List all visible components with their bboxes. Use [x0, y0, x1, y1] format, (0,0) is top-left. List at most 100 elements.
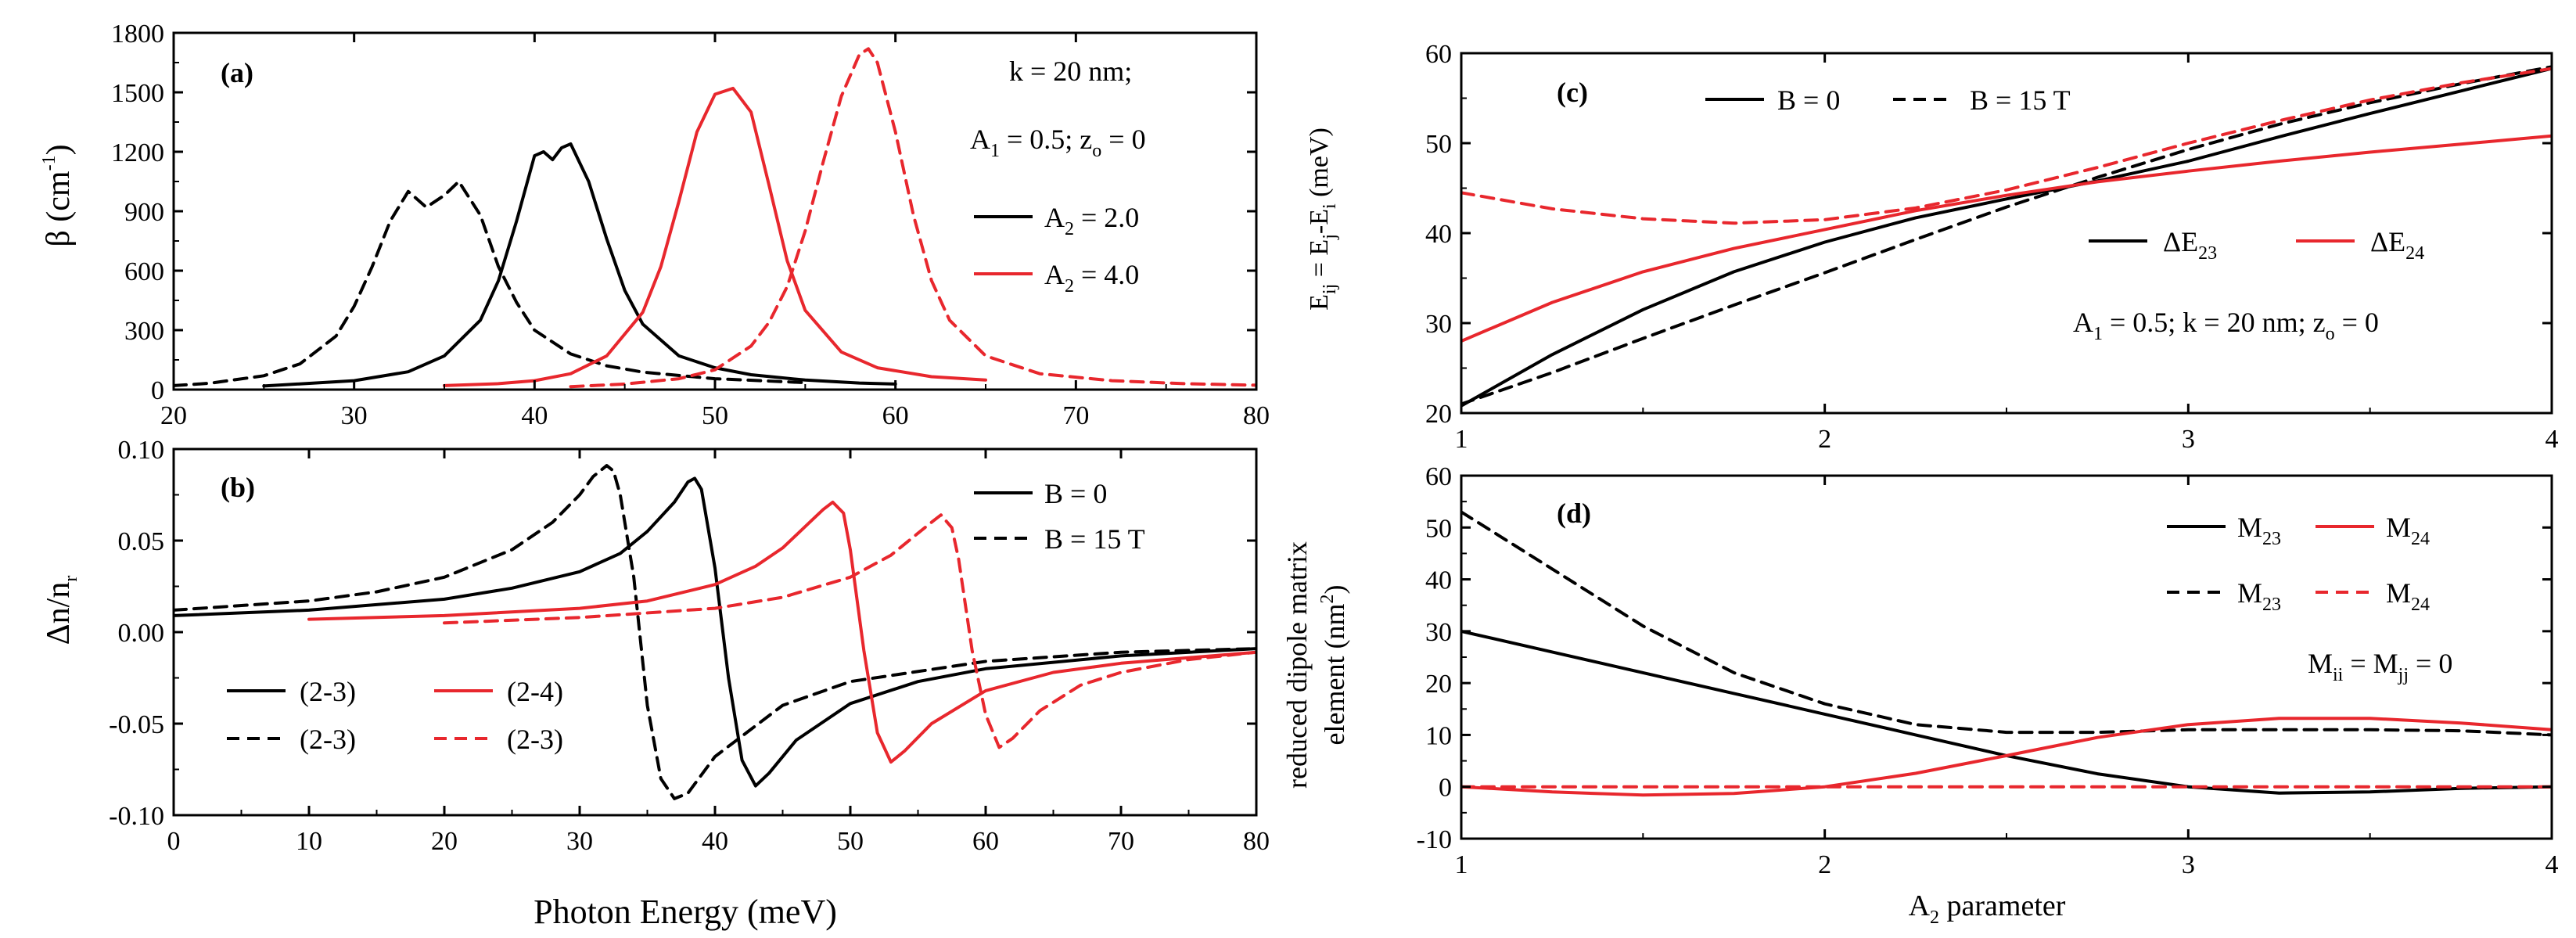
- panel-a: (a) k = 20 nm; A1 = 0.5; zo = 0 A2 = 2.0…: [39, 20, 1270, 430]
- panel-b-xlabel: Photon Energy (meV): [534, 893, 837, 931]
- panel-d-xlabel: A2 parameter: [1909, 889, 2066, 928]
- panel-b-legend-top: B = 0 B = 15 T: [974, 478, 1145, 555]
- legend-b-label-24-solid: (2-4): [507, 676, 563, 707]
- panel-d-ytick-label-6: 50: [1425, 514, 1452, 543]
- leg-a1-t1: A: [1044, 259, 1065, 290]
- panel-b-series-1: [174, 464, 1256, 800]
- leg-c1-t1: ΔE: [2370, 226, 2405, 257]
- anno-a-t5: = 0: [1101, 124, 1145, 155]
- panel-a-xtick-label-1: 30: [341, 401, 368, 430]
- panel-c-xtick-label-0: 1: [1455, 425, 1468, 454]
- anno-c-t4: o: [2326, 324, 2335, 344]
- leg-d3-t2: 24: [2411, 595, 2430, 615]
- leg-d1-t1: M: [2386, 512, 2411, 543]
- legend-d-label-m24-solid: M24: [2386, 512, 2430, 549]
- panel-c-series-0: [1461, 66, 2552, 408]
- panel-a-xtick-label-0: 20: [160, 401, 187, 430]
- panel-b-xtick-label-5: 50: [837, 827, 864, 856]
- panel-a-xtick-label-6: 80: [1243, 401, 1270, 430]
- panel-a-xtick-label-4: 60: [882, 401, 909, 430]
- panel-a-ytick-label-0: 0: [151, 376, 164, 405]
- panel-a-label: (a): [221, 57, 253, 88]
- leg-a0-t3: = 2.0: [1074, 202, 1139, 233]
- panel-a-ytick-label-6: 1800: [111, 20, 164, 49]
- legend-b-label-24-dash: (2-3): [507, 724, 563, 755]
- panel-b-xtick-label-3: 30: [566, 827, 593, 856]
- anno-d-t5: = 0: [2409, 648, 2452, 679]
- panel-d-label: (d): [1557, 498, 1591, 529]
- panel-a-xtick-label-2: 40: [521, 401, 548, 430]
- panel-d-ytick-label-0: -10: [1417, 825, 1452, 854]
- panel-d-legend: M23 M24 M23 M24: [2167, 512, 2430, 615]
- ylab-a-t2: -1: [39, 155, 59, 171]
- leg-a1-t3: = 4.0: [1074, 259, 1139, 290]
- ylab-c-t1: E: [1305, 294, 1334, 311]
- ylab-c-t3: = E: [1305, 239, 1334, 284]
- panel-c-ytick-label-1: 30: [1425, 310, 1452, 339]
- anno-a-t1: A: [970, 124, 990, 155]
- ylab-a-t1: β (cm: [41, 171, 77, 246]
- panel-d-annotation: Mii = Mjj = 0: [2308, 648, 2452, 685]
- panel-a-series-0: [262, 142, 897, 388]
- anno-d-t4: jj: [2398, 665, 2409, 685]
- panel-c-label: (c): [1557, 77, 1588, 108]
- leg-d3-t1: M: [2386, 577, 2411, 609]
- legend-a-label-a2-2: A2 = 2.0: [1044, 202, 1139, 239]
- panel-b-xtick-label-0: 0: [167, 827, 181, 856]
- anno-a-t3: = 0.5; z: [1000, 124, 1092, 155]
- panel-b: (b) B = 0 B = 15 T (2-3) (2-4) (2-3) (2-…: [41, 436, 1270, 931]
- panel-c-ytick-label-4: 60: [1425, 40, 1452, 69]
- leg-d2-t2: 23: [2262, 595, 2281, 615]
- panel-c-series-1: [1461, 65, 2552, 406]
- panel-a-xtick-label-3: 50: [702, 401, 728, 430]
- panel-a-ytick-label-3: 900: [124, 198, 164, 227]
- panel-d-xtick-label-0: 1: [1455, 850, 1468, 879]
- anno-d-t2: ii: [2333, 665, 2344, 685]
- legend-c-label-b0: B = 0: [1777, 84, 1840, 116]
- panel-b-xtick-label-4: 40: [702, 827, 728, 856]
- panel-a-legend: A2 = 2.0 A2 = 4.0: [974, 202, 1139, 296]
- panel-d-xtick-label-2: 3: [2182, 850, 2195, 879]
- panel-d: (d) M23 M24 M23 M24 Mii = Mjj = 0 reduce…: [1281, 462, 2559, 928]
- panel-b-label: (b): [221, 472, 255, 503]
- panel-a-ylabel: β (cm-1): [39, 144, 77, 246]
- panel-c-legend-mid: ΔE23 ΔE24: [2089, 226, 2424, 264]
- panel-a-series-2: [443, 86, 987, 387]
- panel-d-ytick-label-4: 30: [1425, 618, 1452, 647]
- panel-d-ytick-label-3: 20: [1425, 670, 1452, 699]
- panel-a-series-1: [174, 180, 807, 387]
- panel-b-ytick-label-3: 0.05: [118, 527, 165, 556]
- panel-c-ytick-label-0: 20: [1425, 400, 1452, 429]
- leg-d0-t2: 23: [2262, 529, 2281, 549]
- panel-d-ytick-label-7: 60: [1425, 462, 1452, 491]
- anno-a-t2: 1: [990, 141, 1000, 161]
- anno-c-t5: = 0: [2335, 307, 2379, 338]
- panel-d-series-2: [1461, 717, 2552, 797]
- panel-a-annotation-a1-zo: A1 = 0.5; zo = 0: [970, 124, 1146, 161]
- xlab-d-t1: A: [1909, 889, 1931, 922]
- panel-b-series-0: [174, 476, 1256, 788]
- panel-d-ytick-label-2: 10: [1425, 721, 1452, 750]
- panel-a-ytick-label-5: 1500: [111, 79, 164, 108]
- panel-b-xtick-label-8: 80: [1243, 827, 1270, 856]
- panel-b-xtick-label-6: 60: [972, 827, 999, 856]
- panel-c-ytick-label-2: 40: [1425, 220, 1452, 249]
- xlab-d-t2: 2: [1930, 907, 1939, 928]
- leg-d0-t1: M: [2237, 512, 2262, 543]
- leg-d2-t1: M: [2237, 577, 2262, 609]
- ylab-c-t7: (meV): [1305, 128, 1334, 203]
- panel-c-ylabel: Eij = Ej-Ei (meV): [1305, 128, 1340, 311]
- legend-c-label-e23: ΔE23: [2163, 226, 2217, 264]
- legend-a-label-a2-4: A2 = 4.0: [1044, 259, 1139, 296]
- panel-b-legend-bottom: (2-3) (2-4) (2-3) (2-3): [227, 676, 563, 755]
- panel-c-xtick-label-3: 4: [2545, 425, 2559, 454]
- panel-b-series-2: [307, 500, 1256, 764]
- panel-b-xtick-label-2: 20: [431, 827, 458, 856]
- leg-c0-t1: ΔE: [2163, 226, 2198, 257]
- panel-b-ytick-label-2: 0.00: [118, 619, 165, 648]
- ylab-c-t2: ij: [1320, 284, 1340, 294]
- anno-d-t1: M: [2308, 648, 2333, 679]
- ylab-d-t1: element (nm: [1319, 604, 1350, 746]
- leg-c1-t2: 24: [2405, 243, 2424, 264]
